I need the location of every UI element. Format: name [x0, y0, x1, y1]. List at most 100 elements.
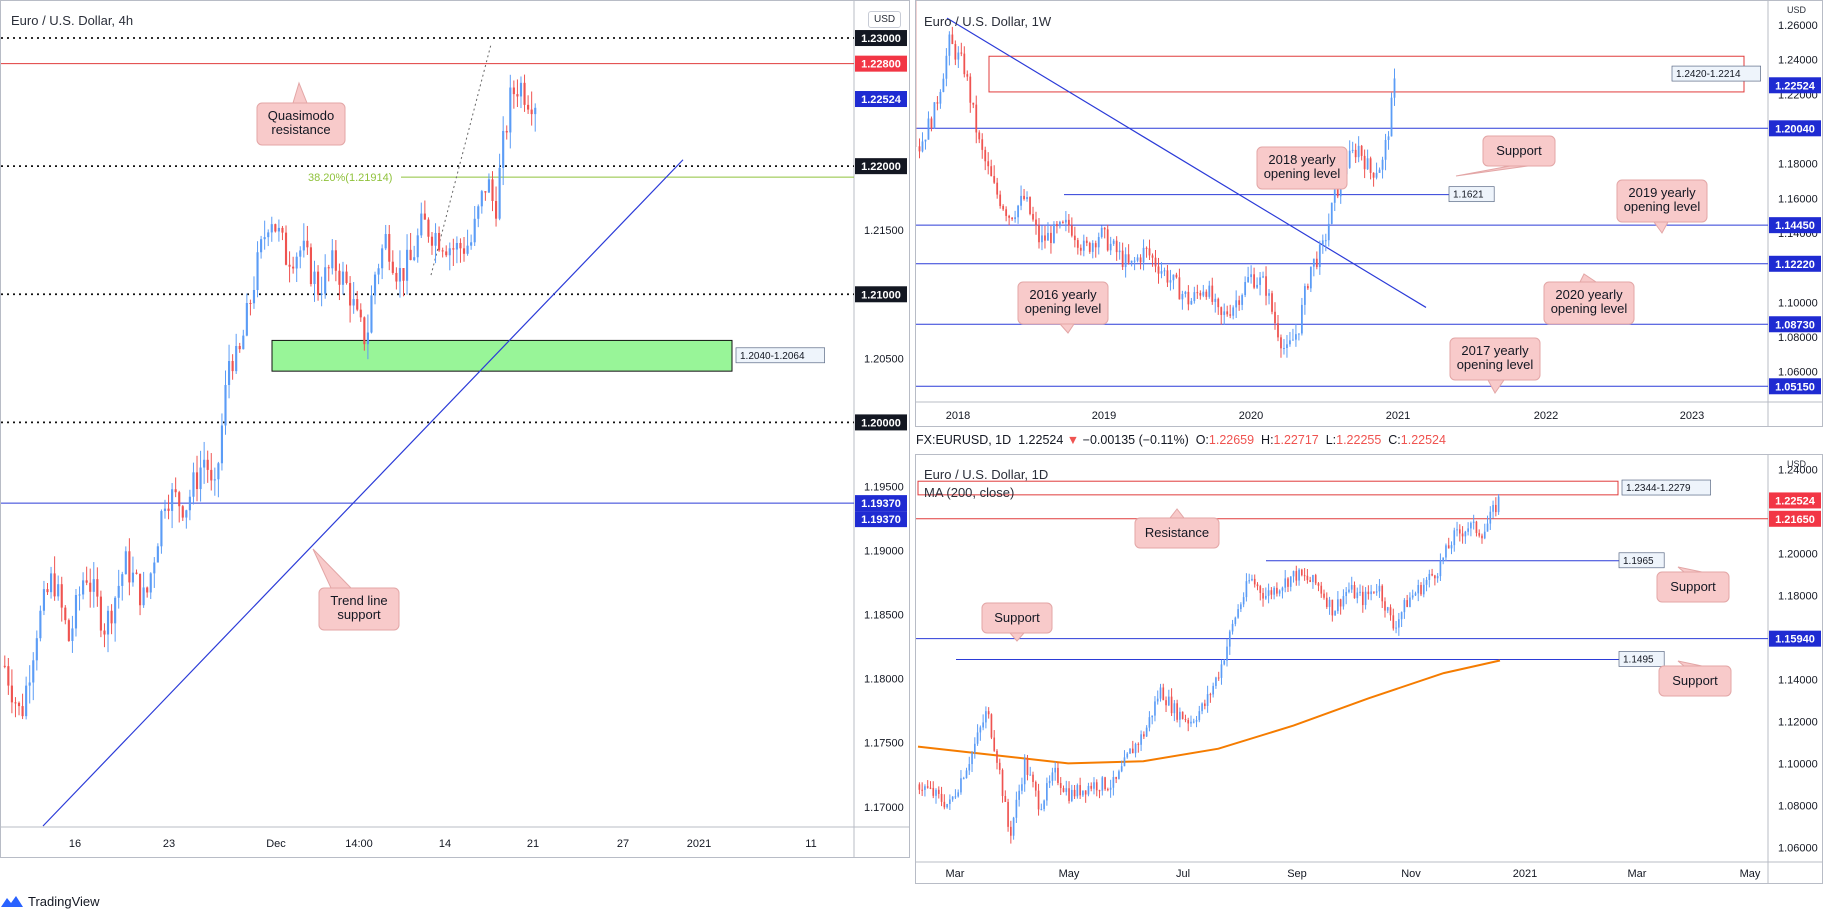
- chart-panel-4h[interactable]: 1.17000 1.17500 1.18000 1.18500 1.19000 1.195…: [0, 0, 910, 858]
- price-1d-candle: [1231, 623, 1234, 632]
- price-1d-candle: [998, 762, 1001, 770]
- price-1d-candle: [1439, 560, 1442, 577]
- callout-2020-pointer: [1579, 273, 1598, 283]
- price-1d-candle: [1154, 701, 1156, 716]
- price-1w-candle: [948, 34, 951, 56]
- price-4h-candle: [149, 573, 152, 593]
- price-tag-current: 1.22524: [1775, 495, 1816, 507]
- price-1d-candle: [1486, 523, 1489, 532]
- price-4h-candle: [448, 248, 451, 256]
- chart-title-1w: Euro / U.S. Dollar, 1W: [924, 14, 1052, 29]
- moving-average-200: [917, 659, 1501, 765]
- price-1w-candle: [1208, 285, 1211, 297]
- price-1d-candle: [1034, 781, 1037, 791]
- price-4h-candle: [391, 261, 394, 273]
- price-tag-bg: [855, 55, 907, 72]
- callout-2018-box: [1256, 146, 1348, 190]
- price-4h-candle: [338, 270, 341, 285]
- price-4h-candle: [455, 242, 458, 250]
- callout-resistance-text: Resistance: [1145, 525, 1209, 540]
- price-1w-candle: [1142, 247, 1145, 263]
- demand-zone: [271, 339, 733, 372]
- price-1d-candle: [1242, 597, 1245, 605]
- price-4h-candle: [477, 206, 480, 219]
- price-1d-candle: [976, 732, 979, 744]
- chart-1w-svg[interactable]: 1.060001.080001.100001.140001.160001.180…: [916, 1, 1822, 426]
- price-1d-candle: [1370, 591, 1372, 595]
- currency-badge-4h[interactable]: USD: [868, 11, 902, 28]
- price-1w-candle: [1106, 229, 1109, 251]
- price-1d-candle: [1470, 522, 1472, 529]
- price-1d-candle: [1450, 545, 1453, 549]
- price-1d-candle: [1204, 703, 1206, 706]
- price-1d-candle: [1386, 607, 1389, 611]
- price-4h-candle: [3, 665, 6, 667]
- tradingview-brand[interactable]: TradingView: [0, 890, 100, 912]
- ohlc-symbol: FX:EURUSD, 1D: [916, 433, 1012, 447]
- price-1d-candle: [1084, 790, 1087, 795]
- price-4h-candle: [96, 579, 99, 597]
- price-1d-candle: [1021, 784, 1023, 791]
- price-4h-candle: [295, 256, 298, 269]
- price-tag-current-bg: [1769, 492, 1821, 509]
- price-1d-candle: [1278, 590, 1281, 594]
- price-1w-candle: [1265, 276, 1267, 296]
- price-1d-candle: [1170, 696, 1173, 714]
- price-tick-label: 1.19500: [864, 481, 904, 493]
- price-tag: 1.14450: [1775, 220, 1815, 232]
- price-4h-candle: [235, 345, 238, 372]
- price-1d-candle: [1107, 789, 1109, 791]
- price-1w-candle: [1181, 293, 1184, 300]
- time-tick-label: 2022: [1534, 410, 1558, 422]
- price-1w-candle: [933, 102, 936, 129]
- time-tick-label: Mar: [946, 868, 965, 880]
- price-4h-candle: [49, 573, 53, 593]
- price-1d-candle: [1325, 597, 1328, 607]
- price-1w-candle: [1076, 240, 1079, 248]
- price-4h-candle: [163, 508, 167, 512]
- chart-4h-svg[interactable]: 1.17000 1.17500 1.18000 1.18500 1.19000 1.195…: [1, 1, 909, 857]
- price-1d-candle: [1378, 585, 1381, 592]
- price-1d-candle: [957, 792, 960, 797]
- price-1w-candle: [1280, 337, 1282, 349]
- price-1d-candle: [1414, 593, 1417, 596]
- chart-1d-svg[interactable]: 1.06000 1.08000 1.10000 1.12000 1.14000 1.180…: [916, 455, 1822, 883]
- time-tick-label: Sep: [1287, 868, 1307, 880]
- time-tick-label: 2023: [1680, 410, 1704, 422]
- price-1w-candle: [1133, 260, 1136, 262]
- chart-panel-1w[interactable]: 1.06000 1.08000 1.10000 1.14000 1.16000 1.180…: [915, 0, 1823, 427]
- price-tag-current-bg: [855, 511, 907, 528]
- price-1w-candle: [1035, 219, 1037, 226]
- price-4h-candle: [195, 472, 199, 490]
- price-4h-candle: [366, 332, 369, 345]
- price-4h-candle: [99, 596, 102, 631]
- price-1d-candle: [1151, 715, 1154, 718]
- price-4h-candle: [384, 234, 387, 249]
- price-4h-candle: [60, 584, 63, 608]
- price-1w-candle: [1372, 172, 1375, 178]
- price-tick-label: 1.19000: [864, 546, 904, 558]
- price-1d-candle: [1220, 664, 1223, 678]
- price-1w-candle: [1286, 344, 1288, 349]
- price-1d-candle: [1348, 589, 1350, 592]
- price-1w-candle: [960, 52, 963, 54]
- price-4h-candle: [25, 685, 28, 717]
- price-1w-candle: [957, 52, 960, 60]
- price-1d-candle: [1215, 677, 1217, 686]
- down-arrow-icon: ▼: [1066, 433, 1080, 447]
- price-4h-candle: [288, 264, 291, 267]
- price-1w-candle: [990, 166, 993, 177]
- price-1d-candle: [1098, 790, 1101, 792]
- price-1d-candle: [1162, 687, 1165, 701]
- price-1w-candle: [1166, 270, 1169, 283]
- price-1w-candle: [1160, 271, 1163, 274]
- price-1d-candle: [1276, 587, 1278, 594]
- price-4h-candle: [352, 299, 355, 306]
- price-tick-label: 1.24000: [1778, 55, 1818, 67]
- price-1w-candle: [1303, 286, 1306, 305]
- price-1w-candle: [1199, 293, 1202, 296]
- price-1w-candle: [1011, 217, 1014, 220]
- chart-panel-1d[interactable]: 1.06000 1.08000 1.10000 1.12000 1.14000 1.180…: [915, 454, 1823, 884]
- price-4h-candle: [438, 232, 441, 251]
- price-1w-candle: [1115, 240, 1118, 253]
